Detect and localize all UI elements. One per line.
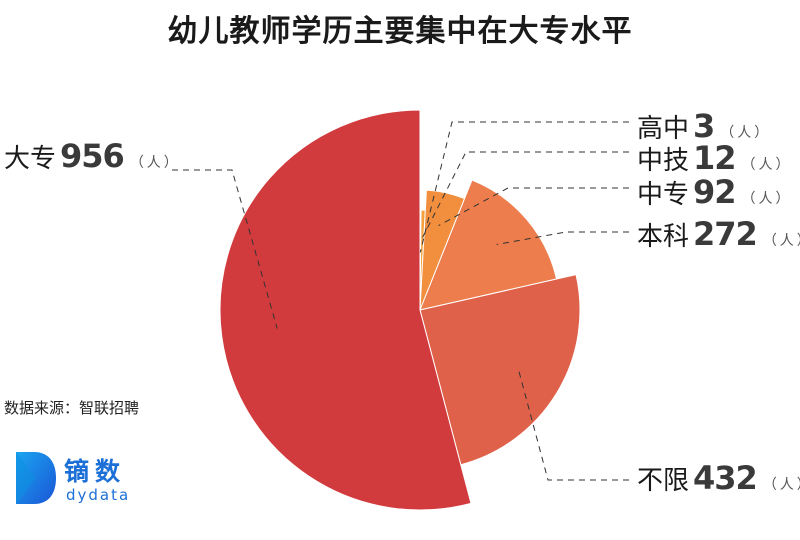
pie-slice-5 xyxy=(219,109,472,511)
leader-line-2 xyxy=(438,187,629,227)
slice-label-name: 不限 xyxy=(637,466,690,496)
slice-label-1: 中技 12 （人） xyxy=(637,142,793,174)
chart-title: 幼儿教师学历主要集中在大专水平 xyxy=(167,14,633,49)
slice-label-unit: （人） xyxy=(129,155,181,171)
slice-label-value: 272 xyxy=(693,215,758,253)
slice-label-0: 高中 3 （人） xyxy=(637,110,771,142)
leader-line-5 xyxy=(172,169,278,329)
slice-label-name: 中技 xyxy=(637,146,690,176)
slice-label-unit: （人） xyxy=(762,477,800,493)
slice-label-value: 3 xyxy=(693,107,715,145)
dydata-logo: 镝数 dydata xyxy=(14,450,154,510)
slice-label-unit: （人） xyxy=(762,233,800,249)
slice-label-value: 12 xyxy=(693,139,737,177)
leader-line-4 xyxy=(518,369,629,481)
slice-label-unit: （人） xyxy=(741,191,793,207)
slice-label-value: 432 xyxy=(693,459,758,497)
logo-text-en: dydata xyxy=(66,486,131,504)
slice-label-unit: （人） xyxy=(741,157,793,173)
slice-label-value: 92 xyxy=(693,173,737,211)
slice-label-name: 本科 xyxy=(637,222,690,252)
slice-label-5: 大专 956 （人） xyxy=(4,140,181,172)
pie-slice-3 xyxy=(419,179,558,311)
pie-slice-4 xyxy=(419,273,581,466)
dydata-logo-icon xyxy=(16,452,56,504)
leader-line-0 xyxy=(419,121,629,253)
logo-text-cn: 镝数 xyxy=(64,457,127,486)
slice-label-unit: （人） xyxy=(720,125,772,141)
slice-label-name: 中专 xyxy=(637,180,690,210)
slice-label-name: 高中 xyxy=(637,114,690,144)
data-source: 数据来源：智联招聘 xyxy=(4,399,140,417)
slice-label-value: 956 xyxy=(60,137,125,175)
slice-label-2: 中专 92 （人） xyxy=(637,176,793,208)
slice-label-name: 大专 xyxy=(4,144,57,174)
